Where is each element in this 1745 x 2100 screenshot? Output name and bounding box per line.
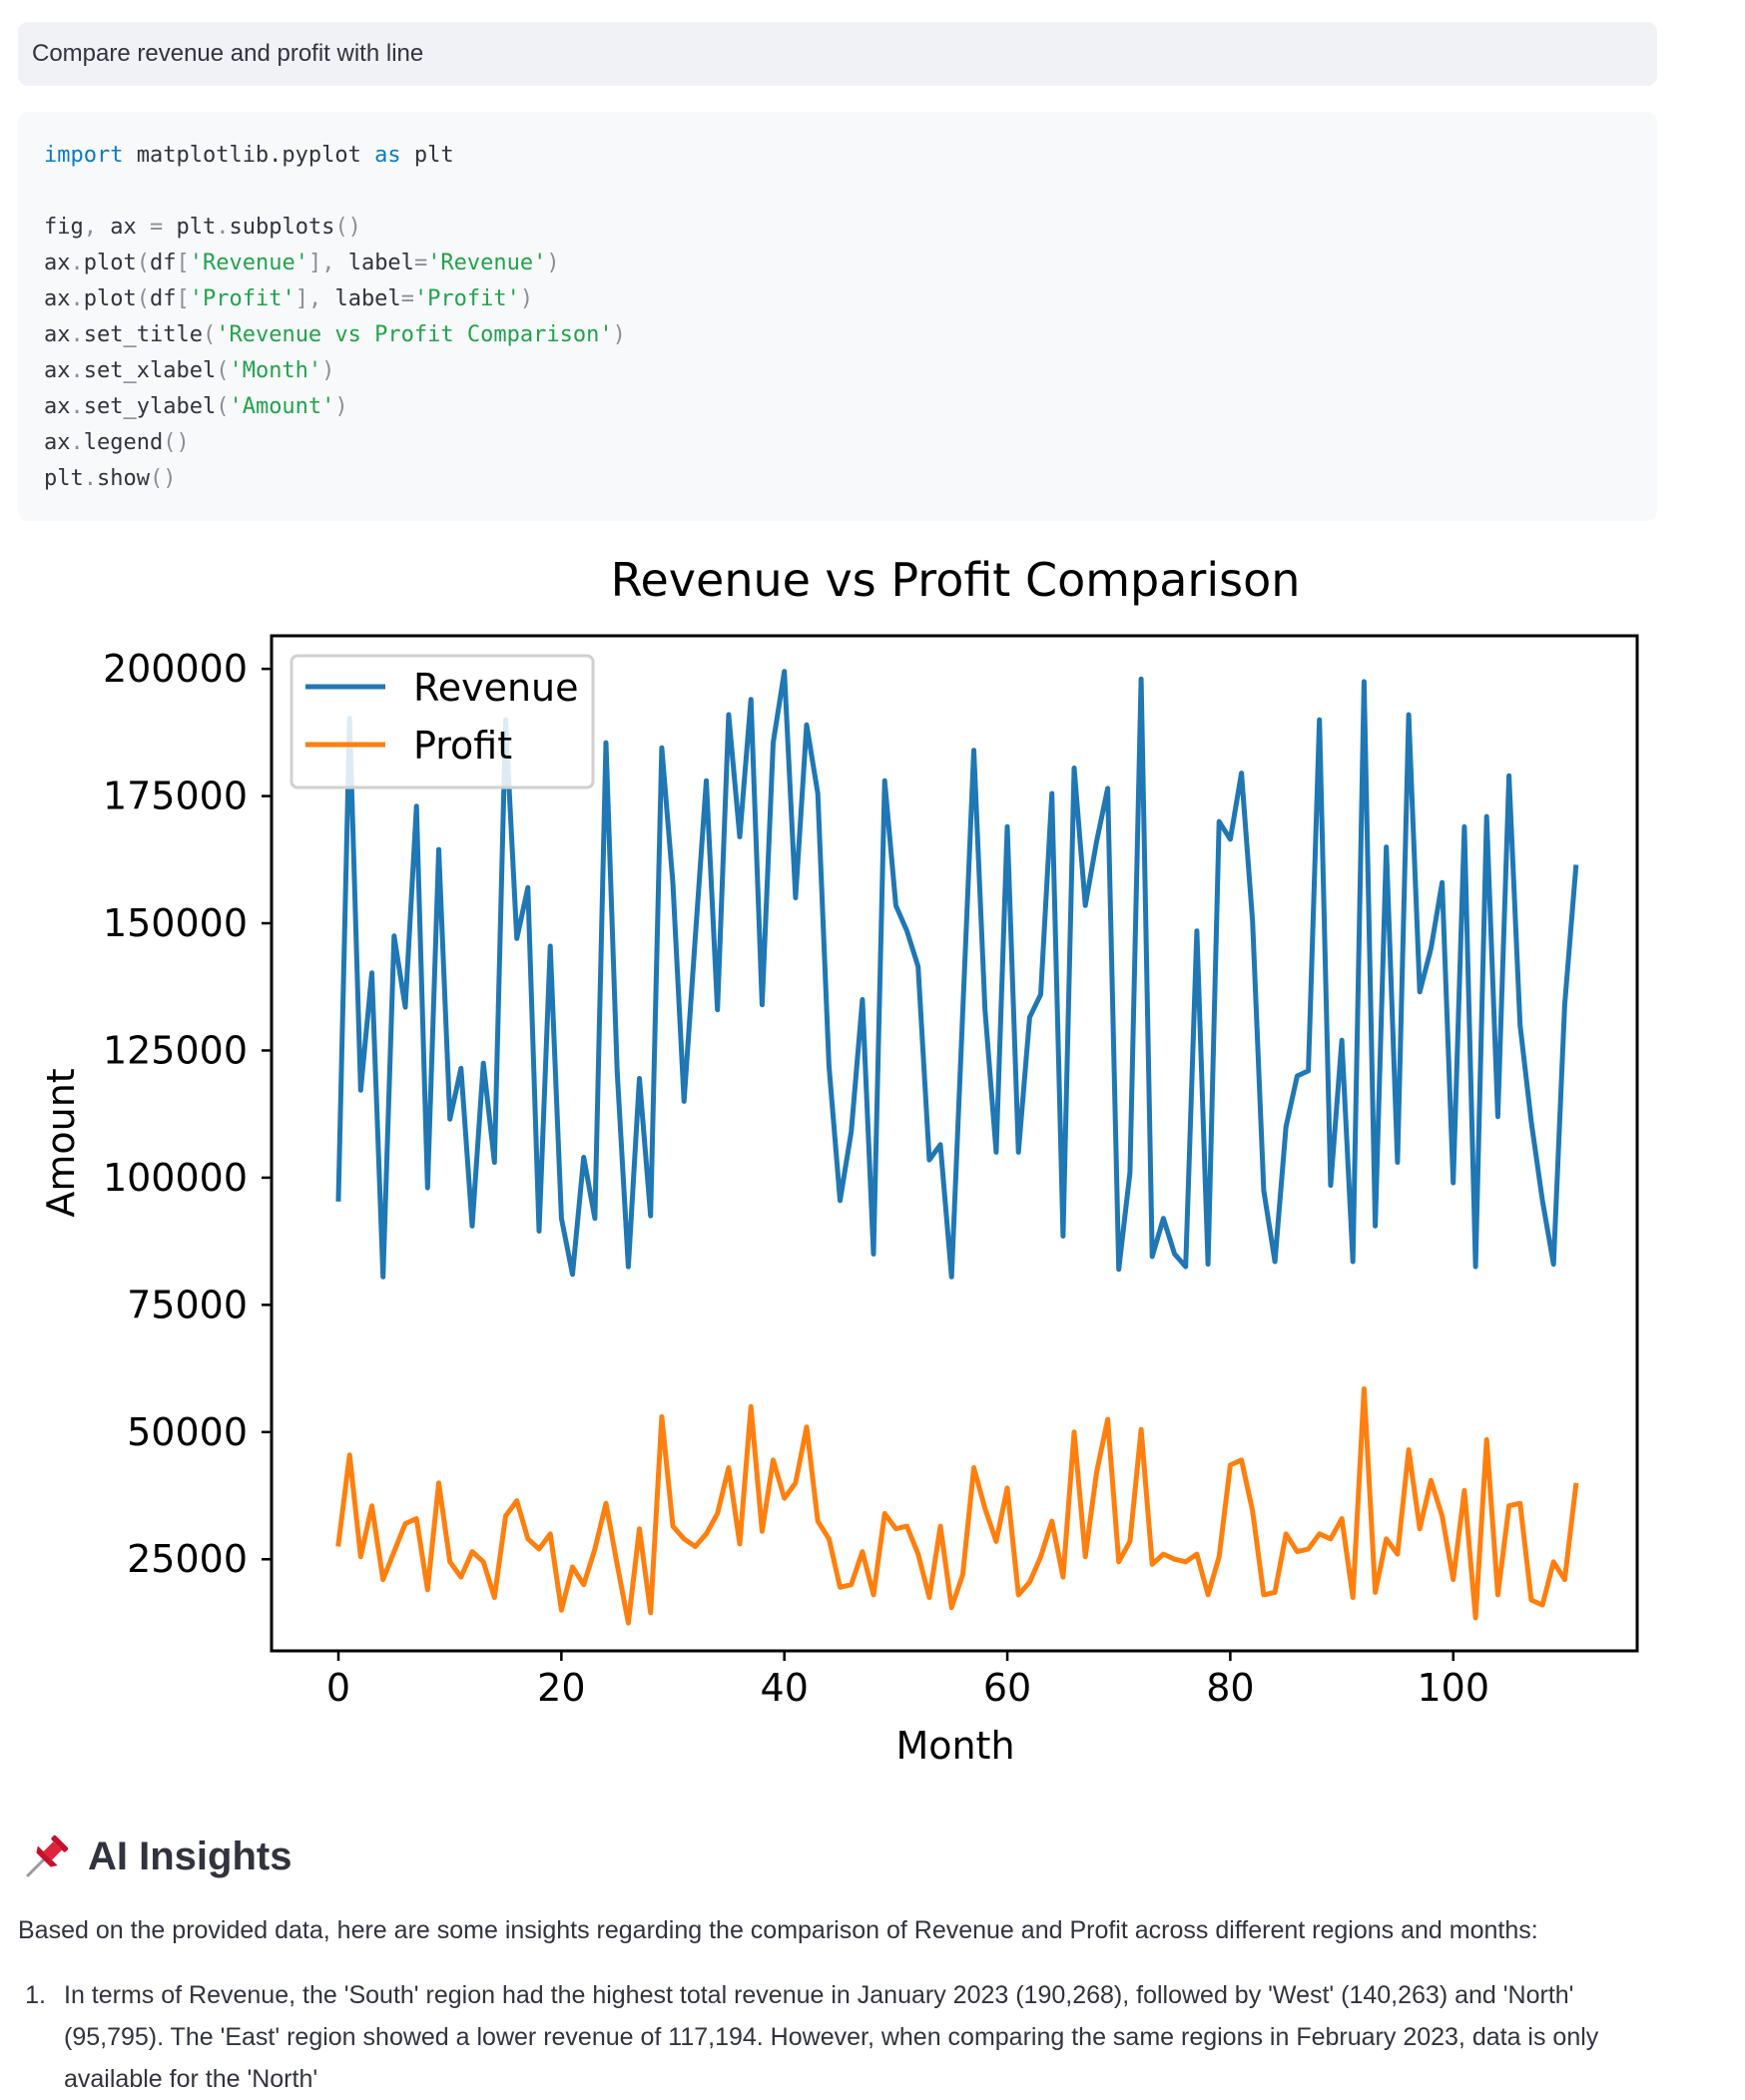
y-tick-label: 175000 (103, 775, 248, 818)
x-tick-label: 100 (1417, 1666, 1489, 1710)
code-line: plt.show() (44, 461, 1657, 497)
legend-label-profit: Profit (413, 724, 512, 768)
y-tick-label: 75000 (127, 1283, 248, 1326)
y-tick-label: 100000 (103, 1156, 248, 1200)
prompt-text: Compare revenue and profit with line (32, 40, 423, 67)
y-tick-label: 150000 (103, 901, 248, 945)
x-tick-label: 60 (983, 1666, 1031, 1710)
x-axis-label: Month (895, 1724, 1014, 1768)
code-line: ax.set_title('Revenue vs Profit Comparis… (44, 317, 1657, 353)
app-page: Compare revenue and profit with line imp… (0, 0, 1745, 2052)
code-line: ax.set_xlabel('Month') (44, 353, 1657, 389)
list-item: 1. In terms of Revenue, the 'South' regi… (18, 1974, 1665, 2100)
code-line: import matplotlib.pyplot as plt (44, 138, 1657, 174)
code-line: fig, ax = plt.subplots() (44, 210, 1657, 246)
legend-label-revenue: Revenue (413, 666, 579, 710)
code-line: ax.legend() (44, 425, 1657, 461)
code-line: ax.plot(df['Profit'], label='Profit') (44, 281, 1657, 317)
code-line: ax.plot(df['Revenue'], label='Revenue') (44, 246, 1657, 281)
x-tick-label: 80 (1206, 1666, 1254, 1710)
list-item-number: 1. (18, 1974, 64, 2100)
code-block[interactable]: import matplotlib.pyplot as plt fig, ax … (18, 112, 1657, 521)
y-tick-label: 50000 (127, 1410, 248, 1454)
code-line: ax.set_ylabel('Amount') (44, 389, 1657, 425)
insights-title: AI Insights (88, 1835, 291, 1879)
x-tick-label: 20 (537, 1666, 585, 1710)
legend: Revenue Profit (291, 656, 593, 788)
x-tick-label: 0 (326, 1666, 350, 1710)
y-tick-label: 200000 (103, 647, 248, 691)
insights-header: AI Insights (22, 1827, 291, 1886)
user-prompt-message: Compare revenue and profit with line (18, 22, 1657, 86)
pushpin-icon (22, 1832, 72, 1881)
line-chart: Revenue vs Profit Comparison 0 20 40 60 80 10… (0, 544, 1745, 1782)
list-item-text: In terms of Revenue, the 'South' region … (64, 1974, 1665, 2100)
y-tick-label: 125000 (103, 1028, 248, 1072)
y-tick-label: 25000 (127, 1537, 248, 1581)
code-line (44, 174, 1657, 210)
insights-intro: Based on the provided data, here are som… (18, 1910, 1715, 1950)
y-axis-label: Amount (39, 1068, 83, 1217)
chart-title: Revenue vs Profit Comparison (611, 553, 1301, 607)
x-tick-label: 40 (761, 1666, 809, 1710)
insights-list: 1. In terms of Revenue, the 'South' regi… (18, 1974, 1665, 2100)
